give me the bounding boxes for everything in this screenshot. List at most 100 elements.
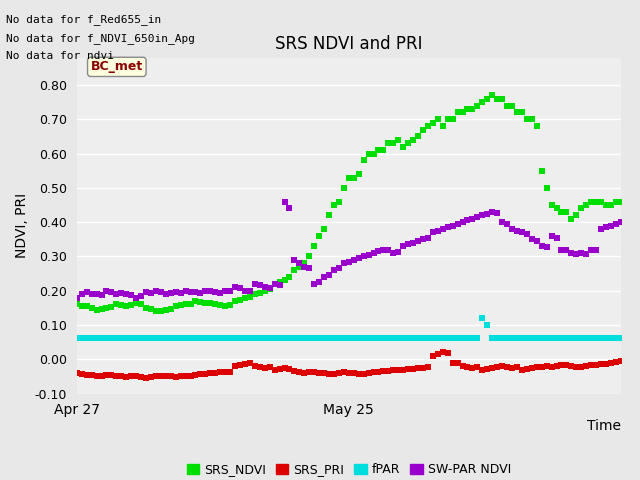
Point [552, 362, 562, 370]
Point [443, 224, 453, 231]
Point [433, 350, 443, 358]
Point [369, 150, 379, 157]
Point [512, 108, 522, 116]
Point [146, 373, 156, 381]
Point [423, 234, 433, 241]
Point [240, 334, 250, 342]
Point [294, 260, 305, 267]
Text: No data for f_NDVI_650in_Apg: No data for f_NDVI_650in_Apg [6, 33, 195, 44]
Point [161, 334, 171, 342]
Point [378, 368, 388, 375]
Point [467, 364, 477, 372]
Point [541, 184, 552, 192]
Point [462, 105, 472, 113]
Point [136, 292, 146, 300]
Point [244, 334, 255, 342]
Point [280, 334, 290, 342]
Point [487, 208, 497, 216]
Point [571, 363, 581, 371]
Point [116, 334, 127, 342]
Point [344, 334, 354, 342]
Point [541, 243, 552, 251]
Point [596, 360, 606, 368]
Point [561, 246, 572, 254]
Point [408, 334, 418, 342]
Point [81, 371, 92, 379]
Point [275, 365, 285, 373]
Point [344, 174, 354, 181]
Point [472, 363, 483, 371]
Point [225, 334, 236, 342]
Point [116, 372, 127, 380]
Point [309, 242, 319, 250]
Point [269, 334, 280, 342]
Point [353, 170, 364, 178]
Point [462, 334, 472, 342]
Point [180, 372, 191, 380]
Point [131, 294, 141, 301]
Point [547, 334, 557, 342]
Point [438, 225, 448, 233]
Point [260, 287, 270, 295]
Point [299, 263, 309, 271]
Point [447, 334, 458, 342]
Point [527, 364, 537, 372]
Point [467, 215, 477, 223]
Point [289, 256, 300, 264]
Point [81, 334, 92, 342]
Point [358, 334, 369, 342]
Point [443, 349, 453, 357]
Point [373, 334, 383, 342]
Point [596, 198, 606, 205]
Point [547, 201, 557, 209]
Point [452, 334, 463, 342]
Point [309, 280, 319, 288]
Point [418, 126, 428, 133]
Point [482, 365, 492, 373]
Point [230, 297, 240, 305]
Point [393, 366, 403, 373]
Point [492, 334, 502, 342]
Point [200, 299, 211, 307]
Point [244, 360, 255, 367]
Point [552, 234, 562, 241]
Point [536, 242, 547, 250]
Point [260, 334, 270, 342]
Point [220, 302, 230, 310]
Point [220, 369, 230, 376]
Point [240, 294, 250, 301]
Point [571, 334, 581, 342]
Point [487, 364, 497, 372]
Point [566, 215, 577, 223]
Point [349, 174, 359, 181]
Point [151, 308, 161, 315]
Point [289, 266, 300, 274]
Point [260, 364, 270, 372]
Point [77, 334, 87, 342]
Point [190, 371, 200, 379]
Point [591, 198, 601, 205]
Point [527, 116, 537, 123]
Point [388, 334, 399, 342]
Point [393, 249, 403, 256]
Point [378, 334, 388, 342]
Point [373, 368, 383, 375]
Point [452, 360, 463, 367]
Point [269, 366, 280, 373]
Point [131, 334, 141, 342]
Point [284, 334, 294, 342]
Point [527, 334, 537, 342]
Point [403, 140, 413, 147]
Point [250, 280, 260, 288]
Point [329, 266, 339, 274]
Point [205, 369, 216, 377]
Point [556, 246, 566, 253]
Point [186, 334, 196, 342]
Point [532, 237, 542, 245]
Point [230, 334, 240, 342]
Point [186, 372, 196, 380]
Point [175, 289, 186, 297]
Point [433, 116, 443, 123]
Point [477, 366, 488, 373]
Point [566, 334, 577, 342]
